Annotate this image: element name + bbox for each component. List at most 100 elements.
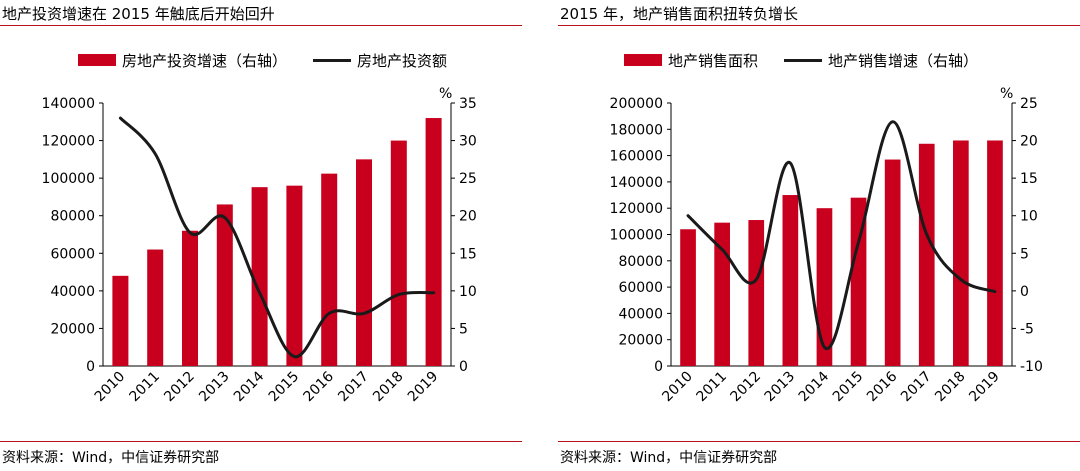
x-tick-label: 2010 <box>659 369 696 406</box>
left-tick-label: 60000 <box>50 246 95 262</box>
bar <box>748 220 765 366</box>
series-line <box>686 120 997 351</box>
right-axis-unit: % <box>1000 86 1013 102</box>
bar <box>680 229 696 366</box>
left-tick-label: 120000 <box>610 201 663 217</box>
x-tick-label: 2014 <box>231 368 268 405</box>
chart-title: 2015 年，地产销售面积扭转负增长 <box>560 5 798 23</box>
right-tick-label: 10 <box>1020 209 1038 225</box>
bar <box>112 275 129 366</box>
bar <box>321 173 338 366</box>
right-tick-label: 25 <box>1020 96 1038 112</box>
left-tick-label: 120000 <box>42 134 95 150</box>
right-axis-unit: % <box>439 86 452 102</box>
legend-item-bar: 房地产投资增速（右轴） <box>78 50 287 71</box>
left-tick-label: 100000 <box>42 171 95 187</box>
right-tick-label: -5 <box>1020 321 1034 337</box>
left-tick-label: 100000 <box>610 228 663 244</box>
legend: 地产销售面积 地产销售增速（右轴） <box>624 48 1004 72</box>
left-tick-label: 0 <box>86 359 95 375</box>
left-tick-label: 40000 <box>618 306 663 322</box>
legend-item-bar: 地产销售面积 <box>624 50 758 71</box>
right-tick-label: 5 <box>1020 246 1029 262</box>
right-tick-label: 10 <box>459 284 477 300</box>
x-tick-label: 2017 <box>335 369 372 406</box>
legend-label: 房地产投资额 <box>357 51 448 70</box>
left-tick-label: 140000 <box>610 175 663 191</box>
x-tick-label: 2016 <box>301 368 338 405</box>
bar <box>953 140 969 366</box>
chart-title: 地产投资增速在 2015 年触底后开始回升 <box>2 5 275 23</box>
title-rule <box>558 25 1080 26</box>
legend-swatch-line <box>313 58 352 62</box>
legend-item-line: 地产销售增速（右轴） <box>784 50 978 71</box>
legend-label: 地产销售增速（右轴） <box>828 51 979 70</box>
x-tick-label: 2018 <box>932 369 969 406</box>
bar <box>355 159 373 366</box>
x-tick-label: 2013 <box>762 369 799 406</box>
bar <box>147 249 164 366</box>
right-tick-label: 25 <box>459 171 477 187</box>
x-tick-label: 2010 <box>92 369 129 406</box>
left-tick-label: 40000 <box>50 284 95 300</box>
bar <box>714 222 730 366</box>
left-tick-label: 20000 <box>618 333 663 349</box>
bar <box>918 143 935 366</box>
x-tick-label: 2016 <box>864 368 901 405</box>
left-tick-label: 0 <box>654 359 663 375</box>
right-tick-label: 5 <box>459 321 468 337</box>
bar <box>216 204 233 366</box>
right-tick-label: 35 <box>459 96 477 112</box>
bar <box>884 159 901 366</box>
x-tick-label: 2019 <box>966 369 1003 406</box>
x-tick-label: 2011 <box>693 369 730 406</box>
bar <box>286 185 303 366</box>
x-tick-label: 2013 <box>196 369 233 406</box>
x-tick-label: 2012 <box>161 369 198 406</box>
bar <box>251 187 268 366</box>
x-tick-label: 2011 <box>127 369 164 406</box>
bar <box>850 197 867 366</box>
right-tick-label: 30 <box>459 134 477 150</box>
source-rule <box>0 441 522 442</box>
x-tick-label: 2019 <box>405 369 442 406</box>
source-note: 资料来源：Wind，中信证券研究部 <box>2 450 220 466</box>
legend-swatch-line <box>784 58 823 62</box>
x-tick-label: 2015 <box>266 369 303 406</box>
title-rule <box>0 25 522 26</box>
left-tick-label: 60000 <box>618 280 663 296</box>
left-tick-label: 200000 <box>610 96 663 112</box>
source-rule <box>558 441 1080 442</box>
legend-label: 地产销售面积 <box>668 51 759 70</box>
chart-plot: 0 20000 40000 60000 80000 100000 120000 140000 1… <box>610 86 1043 406</box>
bar <box>782 195 799 366</box>
legend: 房地产投资增速（右轴） 房地产投资额 <box>78 48 473 72</box>
legend-item-line: 房地产投资额 <box>313 50 447 71</box>
x-tick-label: 2014 <box>796 368 833 405</box>
x-tick-label: 2015 <box>830 369 867 406</box>
left-tick-label: 160000 <box>610 149 663 165</box>
x-tick-label: 2018 <box>370 369 407 406</box>
legend-swatch-bar <box>78 54 116 66</box>
left-tick-label: 140000 <box>42 96 95 112</box>
right-tick-label: 0 <box>1020 284 1029 300</box>
bar <box>816 208 833 366</box>
left-tick-label: 180000 <box>610 122 663 138</box>
source-note: 资料来源：Wind，中信证券研究部 <box>560 450 778 466</box>
x-tick-label: 2012 <box>728 369 765 406</box>
right-tick-label: 20 <box>459 209 477 225</box>
left-tick-label: 80000 <box>618 254 663 270</box>
bar <box>181 230 199 366</box>
right-tick-label: 15 <box>1020 171 1038 187</box>
legend-label: 房地产投资增速（右轴） <box>122 51 288 70</box>
series-line <box>118 116 436 359</box>
chart-panel-investment: 地产投资增速在 2015 年触底后开始回升 房地产投资增速（右轴） 房地产投资额… <box>0 0 522 471</box>
legend-swatch-bar <box>624 54 662 66</box>
left-tick-label: 80000 <box>50 209 95 225</box>
chart-plot: 0 20000 40000 60000 80000 100000 120000 140000 0… <box>42 86 477 406</box>
chart-panel-sales: 2015 年，地产销售面积扭转负增长 地产销售面积 地产销售增速（右轴） 0 20… <box>558 0 1080 471</box>
right-tick-label: 20 <box>1020 134 1038 150</box>
right-tick-label: 15 <box>459 246 477 262</box>
bar <box>425 118 442 367</box>
right-tick-label: -10 <box>1020 359 1043 375</box>
